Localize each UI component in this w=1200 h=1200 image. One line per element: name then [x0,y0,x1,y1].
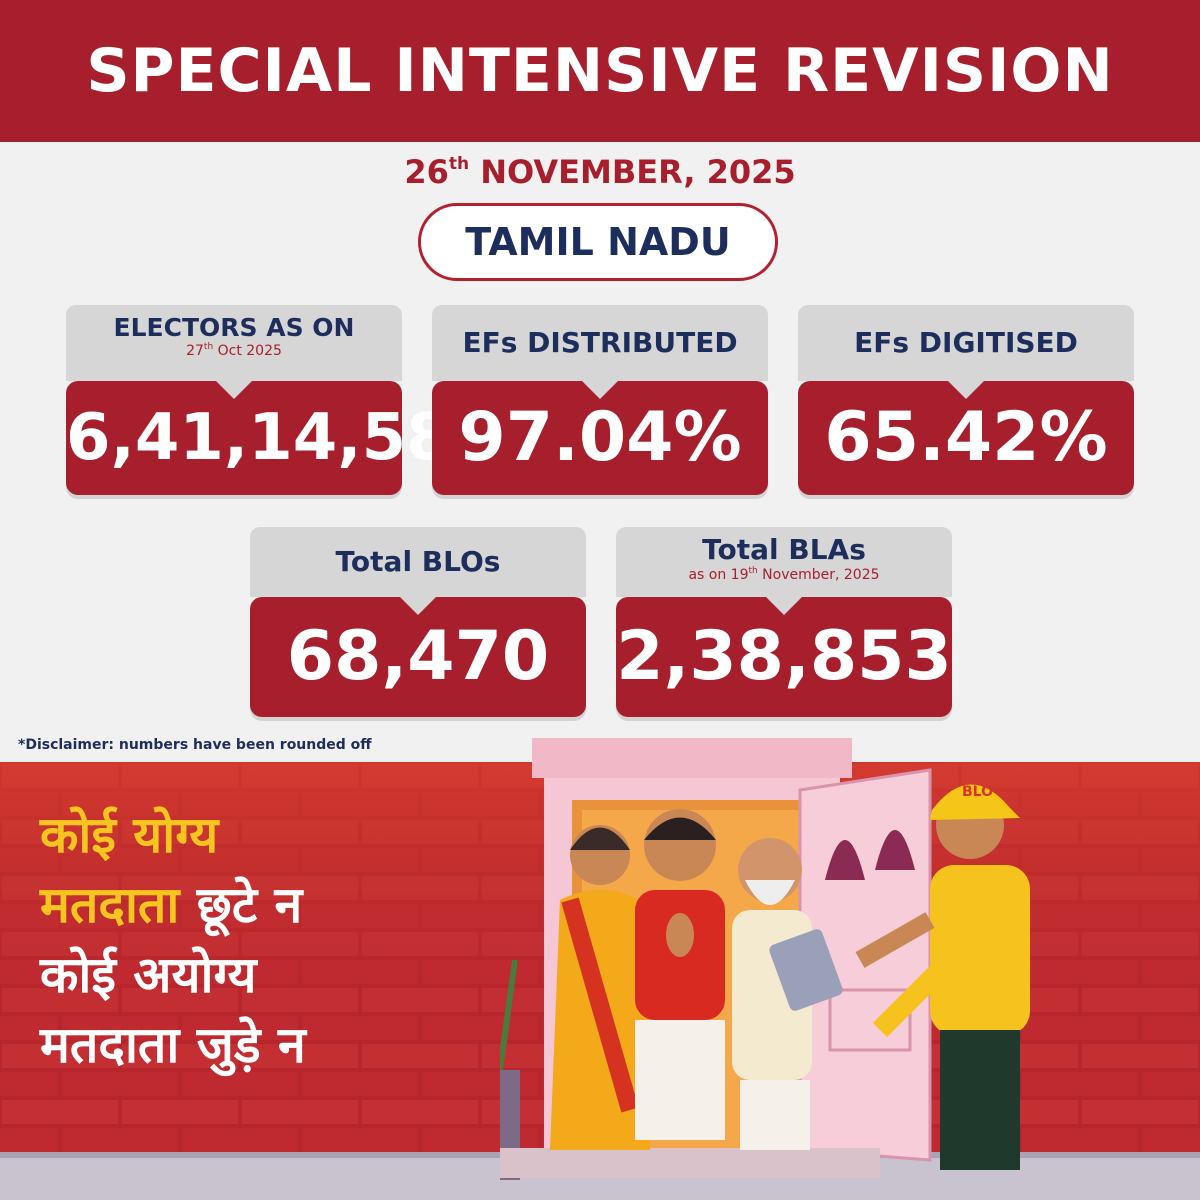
elderly-man-icon [732,838,843,1150]
card-total-blas-notch [766,597,802,615]
card-efs-digitised-label: EFs DIGITISED [798,305,1134,381]
card-electors-label: ELECTORS AS ON [113,313,355,342]
card-electors-notch [216,381,252,399]
card-efs-distributed-label: EFs DISTRIBUTED [432,305,768,381]
state-badge: TAMIL NADU [418,203,778,281]
woman-figure-icon [550,825,650,1150]
header-banner: SPECIAL INTENSIVE REVISION [0,0,1200,142]
cap-label: BLO [962,784,993,800]
page-title: SPECIAL INTENSIVE REVISION [86,36,1114,106]
card-efs-distributed-notch [582,381,618,399]
blas-sub-rest: November, 2025 [762,567,880,583]
card-total-blos: Total BLOs 68,470 [250,527,586,717]
slogan: कोई योग्य मतदाता छूटे न कोई अयोग्य मतदात… [40,800,460,1080]
card-efs-distributed: EFs DISTRIBUTED 97.04% [432,305,768,495]
card-electors-label-box: ELECTORS AS ON 27th Oct 2025 [66,305,402,381]
card-total-blas-label: Total BLAs [702,533,866,566]
card-efs-digitised-notch [948,381,984,399]
blo-officer-icon: BLO [855,784,1030,1170]
slogan-line-2-rest: छूटे न [196,876,303,934]
card-total-blos-label: Total BLOs [250,527,586,597]
electors-sub-day: 27 [186,343,204,359]
card-efs-distributed-value: 97.04% [432,381,768,495]
card-total-blas-label-box: Total BLAs as on 19th November, 2025 [616,527,952,597]
slogan-line-2-highlight: मतदाता [40,876,180,934]
date-day: 26 [404,153,449,191]
card-total-blos-value: 68,470 [250,597,586,717]
card-electors: ELECTORS AS ON 27th Oct 2025 6,41,14,587 [66,305,495,495]
card-efs-digitised: EFs DIGITISED 65.42% [798,305,1134,495]
electors-sub-suffix: th [203,342,214,352]
potted-plant-icon [500,959,520,1180]
slogan-line-3: कोई अयोग्य [40,946,257,1004]
slogan-line-2: मतदाता छूटे न [40,870,460,940]
date-line: 26th NOVEMBER, 2025 [0,153,1200,191]
slogan-line-1: कोई योग्य [40,806,219,864]
date-suffix: th [448,154,470,174]
doorway-illustration: BLO [500,738,1030,1180]
card-total-blas-value: 2,38,853 [616,597,952,717]
card-total-blas: Total BLAs as on 19th November, 2025 2,3… [616,527,952,717]
blas-sub-suffix: th [748,566,758,576]
man-red-shirt-icon [635,809,725,1140]
card-electors-sublabel: 27th Oct 2025 [66,342,402,359]
card-total-blos-notch [400,597,436,615]
card-electors-value: 6,41,14,587 [66,381,495,495]
date-rest: NOVEMBER, 2025 [480,153,796,191]
slogan-line-4: मतदाता जुड़े न [40,1016,306,1074]
disclaimer-text: *Disclaimer: numbers have been rounded o… [18,737,372,753]
blas-sub-pre: as on 19 [688,567,749,583]
electors-sub-rest: Oct 2025 [217,343,282,359]
card-efs-digitised-value: 65.42% [798,381,1134,495]
card-total-blas-sublabel: as on 19th November, 2025 [616,566,952,583]
